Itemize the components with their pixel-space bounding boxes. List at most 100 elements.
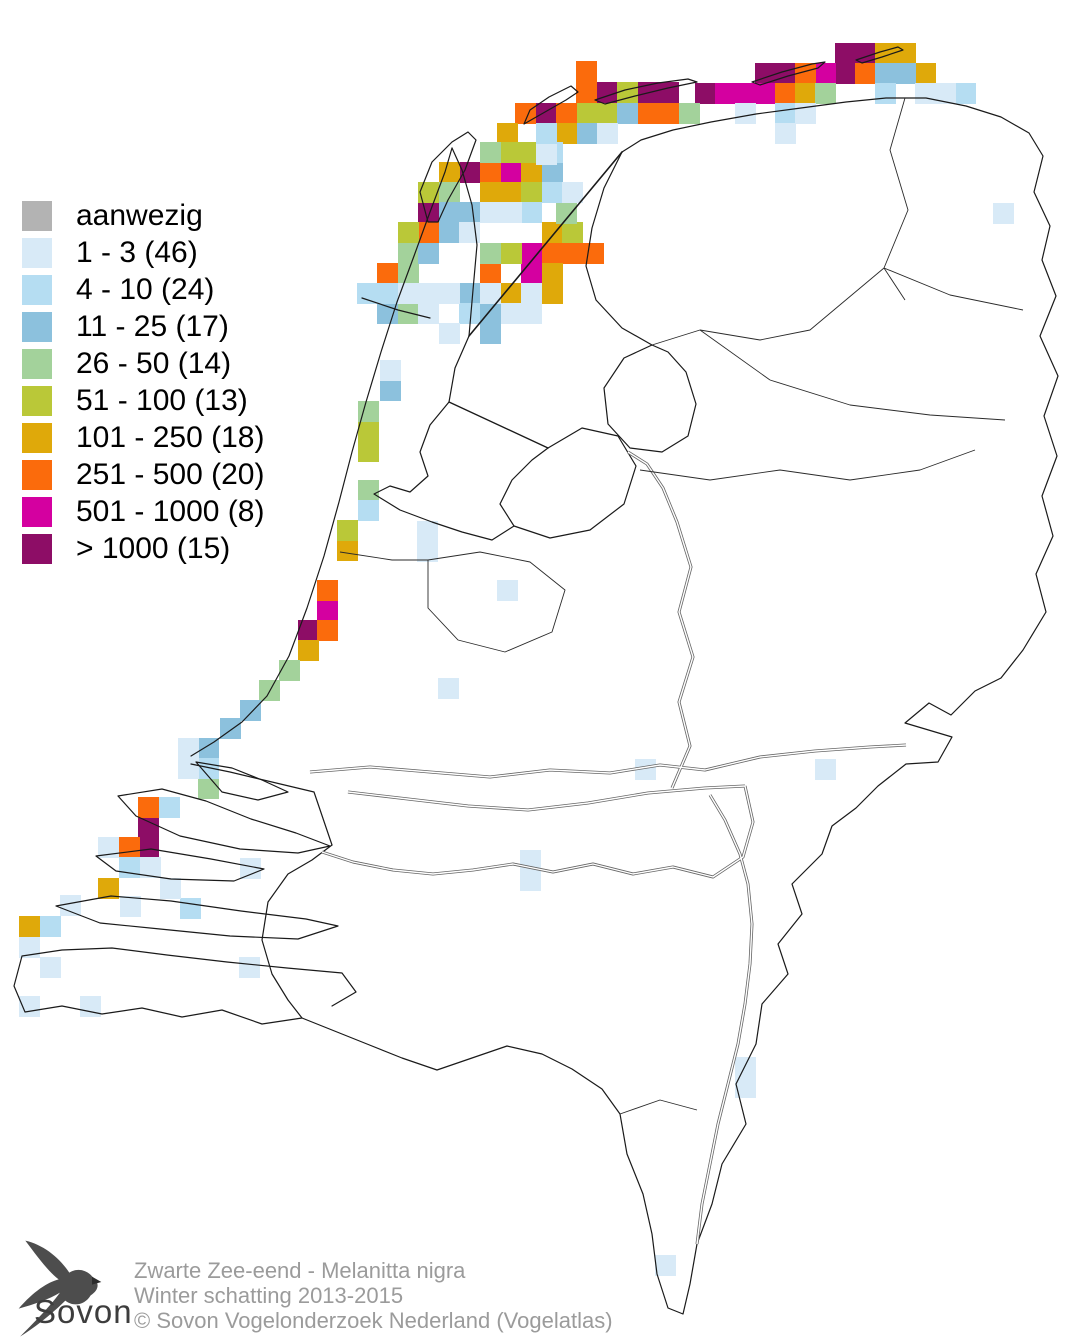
grid-cell [501, 142, 522, 163]
grid-cell [418, 222, 439, 243]
grid-cell [398, 303, 419, 324]
legend-label: 101 - 250 (18) [76, 421, 265, 454]
grid-cell [98, 837, 119, 858]
grid-cell [120, 896, 141, 917]
grid-cell [915, 63, 936, 84]
legend-label: 1 - 3 (46) [76, 236, 198, 269]
grid-cell [239, 957, 260, 978]
grid-cell [418, 243, 439, 264]
grid-cell [358, 441, 379, 462]
legend-swatch [22, 311, 52, 342]
grid-cell [317, 580, 338, 601]
island-walcheren [55, 895, 339, 940]
grid-cell [562, 182, 583, 203]
grid-cell [480, 182, 501, 203]
grid-cell [521, 283, 542, 304]
grid-cell [60, 895, 81, 916]
grid-cell [19, 916, 40, 937]
grid-cell [655, 1255, 676, 1276]
noordzeekanaal [361, 297, 431, 319]
grid-cell [337, 520, 358, 541]
legend-row: aanwezig [22, 200, 264, 231]
legend-label: 11 - 25 (17) [76, 310, 229, 343]
grid-cell [198, 738, 219, 759]
grid-cell [480, 142, 501, 163]
legend-row: 101 - 250 (18) [22, 422, 264, 453]
grid-cell [521, 202, 542, 223]
grid-cell [459, 283, 480, 304]
grid-cell [556, 123, 577, 144]
legend-swatch [22, 533, 52, 564]
legend-swatch [22, 237, 52, 268]
grid-cell [398, 243, 419, 264]
legend-row: 26 - 50 (14) [22, 348, 264, 379]
grid-cell [577, 123, 598, 144]
island-goeree [117, 788, 331, 854]
grid-cell [835, 43, 856, 64]
grid-cell [715, 83, 736, 104]
grid-cell [438, 678, 459, 699]
grid-cell [501, 182, 522, 203]
grid-cell [542, 263, 563, 284]
grid-cell [40, 916, 61, 937]
grid-cell [418, 182, 439, 203]
grid-cell [160, 878, 181, 899]
grid-cell [358, 500, 379, 521]
grid-cell [398, 222, 419, 243]
grid-cell [439, 283, 460, 304]
grid-cell [480, 243, 501, 264]
grid-cell [439, 162, 460, 183]
coastline-friesland [585, 151, 653, 346]
rivers [309, 450, 907, 1245]
province-borders [339, 97, 1024, 1115]
grid-cell [542, 243, 563, 264]
grid-cell [735, 1077, 756, 1098]
grid-cell [497, 123, 518, 144]
afsluitdijk [468, 151, 623, 337]
grid-cell [695, 83, 716, 104]
grid-cell [556, 103, 577, 124]
grid-cell [138, 797, 159, 818]
grid-cell [80, 996, 101, 1017]
grid-cell [240, 858, 261, 879]
grid-cell [835, 63, 856, 84]
grid-cell [298, 620, 319, 641]
grid-cell [138, 837, 159, 858]
grid-cell [380, 360, 401, 381]
sovon-wordmark: Sovon [34, 1293, 133, 1330]
grid-cell [417, 541, 438, 562]
grid-cell [501, 283, 522, 304]
island-texel [419, 131, 477, 223]
grid-cell [377, 283, 398, 304]
grid-cell [418, 303, 439, 324]
grid-cell [755, 83, 776, 104]
swallow-icon [18, 1240, 102, 1337]
grid-cell [735, 103, 756, 124]
grid-cell [521, 303, 542, 324]
grid-cell [815, 759, 836, 780]
grid-cell [775, 83, 796, 104]
grid-cell [357, 283, 378, 304]
grid-cell [542, 222, 563, 243]
grid-cell [398, 263, 419, 284]
grid-cell [358, 421, 379, 442]
legend-label: 26 - 50 (14) [76, 347, 232, 380]
island-voorne [195, 761, 289, 801]
grid-cell [542, 283, 563, 304]
legend-swatch [22, 459, 52, 490]
grid-cell [480, 303, 501, 324]
legend-row: 1 - 3 (46) [22, 237, 264, 268]
grid-cell [417, 521, 438, 542]
grid-cell [98, 878, 119, 899]
outer-border-east [301, 97, 1059, 1315]
grid-cell [501, 162, 522, 183]
legend: aanwezig 1 - 3 (46) 4 - 10 (24) 11 - 25 (17… [22, 200, 264, 564]
legend-label: 51 - 100 (13) [76, 384, 248, 417]
border-south-west [13, 844, 357, 1025]
grid-cell [577, 103, 598, 124]
legend-swatch [22, 200, 52, 231]
island-schouwen [95, 848, 265, 882]
grid-cell [875, 63, 896, 84]
grid-cell [735, 1057, 756, 1078]
grid-cell [418, 283, 439, 304]
